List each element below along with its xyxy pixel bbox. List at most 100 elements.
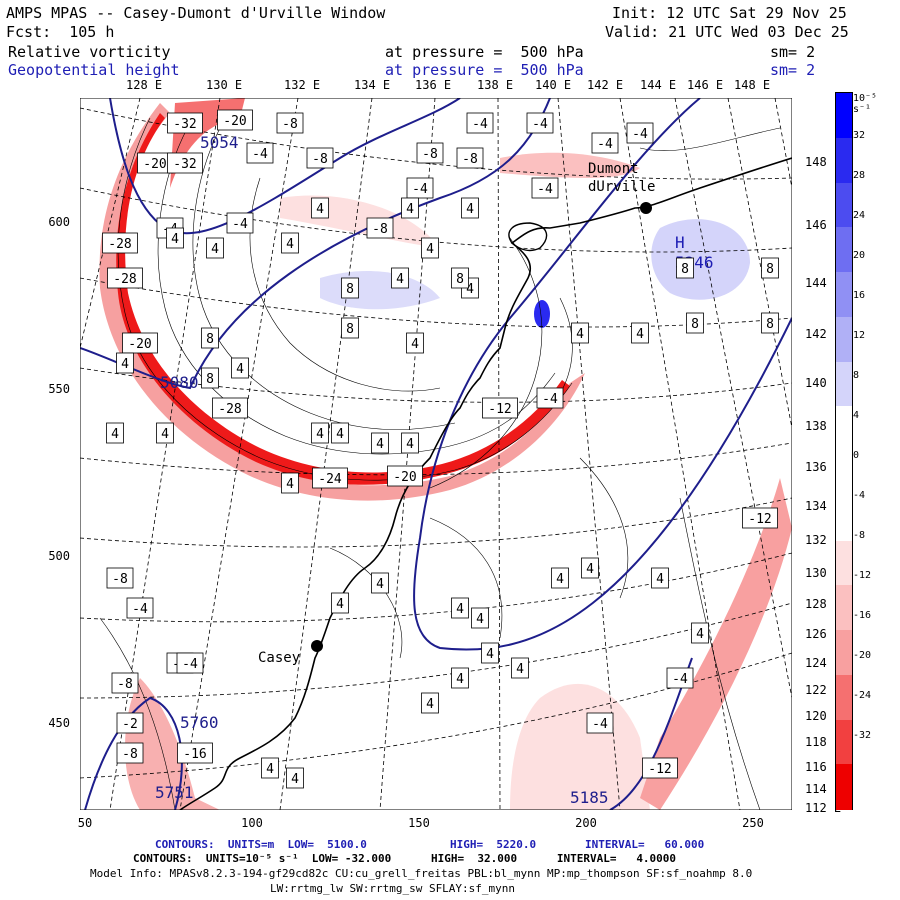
vort-contour xyxy=(579,457,629,599)
lon-label: 142 E xyxy=(587,78,624,92)
vorticity-label: 4 xyxy=(406,437,414,452)
vorticity-label-box xyxy=(371,572,389,594)
vorticity-label: -4 xyxy=(532,117,548,132)
vort-contour xyxy=(329,547,403,659)
vorticity-label-box xyxy=(311,197,329,219)
vorticity-label-box xyxy=(126,597,154,619)
vorticity-label: 4 xyxy=(336,597,344,612)
vorticity-label-box xyxy=(591,132,619,154)
coastline-ice-tongue xyxy=(508,222,548,252)
vorticity-label: 8 xyxy=(346,282,354,297)
vorticity-label-box xyxy=(116,712,144,734)
colorbar-label: 12 xyxy=(853,330,866,341)
colorbar-swatch xyxy=(836,93,852,139)
grid-line xyxy=(80,187,792,253)
vorticity-label: -8 xyxy=(117,677,133,692)
vorticity-label-box xyxy=(482,397,518,419)
vorticity-label: -4 xyxy=(252,147,268,162)
grid-line xyxy=(80,98,141,349)
vort-contour xyxy=(429,517,503,639)
vorticity-label: 4 xyxy=(696,627,704,642)
vorticity-label: -32 xyxy=(173,117,196,132)
vorticity-label: -20 xyxy=(393,470,416,485)
vorticity-label: 4 xyxy=(636,327,644,342)
colorbar-unit: 10⁻⁵ s⁻¹ xyxy=(853,93,878,115)
vorticity-label: -4 xyxy=(132,602,148,617)
colorbar-label: -4 xyxy=(853,490,866,501)
lon-label: 130 E xyxy=(206,78,243,92)
vorticity-label-box xyxy=(461,197,479,219)
colorbar-label: -20 xyxy=(853,650,872,661)
vorticity-label: 4 xyxy=(161,427,169,442)
footer-model-info-2: LW:rrtmg_lw SW:rrtmg_sw SFLAY:sf_mynn xyxy=(270,882,516,895)
grid-line xyxy=(727,98,792,429)
vorticity-label-box xyxy=(406,332,424,354)
colorbar-fill xyxy=(836,93,852,810)
vorticity-label-box xyxy=(281,232,299,254)
vorticity-label: -4 xyxy=(537,182,553,197)
x-tick: 50 xyxy=(77,816,93,830)
height-label: 5185 xyxy=(570,788,609,807)
field1-level: at pressure = 500 hPa xyxy=(385,43,584,61)
forecast-hour: Fcst: 105 h xyxy=(6,23,115,41)
colorbar-label: -32 xyxy=(853,730,872,741)
colorbar-swatch xyxy=(836,540,852,586)
vorticity-label: 4 xyxy=(316,202,324,217)
vorticity-label: 4 xyxy=(236,362,244,377)
label-dumont: Dumont dUrville xyxy=(588,161,655,195)
colorbar-swatch xyxy=(836,227,852,273)
init-time: Init: 12 UTC Sat 29 Nov 25 xyxy=(612,4,847,22)
plot-title: AMPS MPAS -- Casey-Dumont d'Urville Wind… xyxy=(6,4,386,22)
vorticity-label: 4 xyxy=(456,672,464,687)
vorticity-label-box xyxy=(691,622,709,644)
vorticity-label-box xyxy=(156,422,174,444)
grid-line xyxy=(279,98,373,810)
vorticity-label-box xyxy=(286,767,304,789)
grid-line xyxy=(80,602,792,699)
lat-label: 112 E xyxy=(805,801,842,815)
vorticity-label-box xyxy=(481,642,499,664)
vort-patch-ne xyxy=(500,152,640,178)
vorticity-label: -20 xyxy=(223,114,246,129)
vort-contour xyxy=(639,127,781,151)
vorticity-label: 4 xyxy=(211,242,219,257)
vorticity-label: 4 xyxy=(376,437,384,452)
vorticity-label: 4 xyxy=(426,697,434,712)
lat-label: 132 E xyxy=(805,533,842,547)
vorticity-label-box xyxy=(206,237,224,259)
vort-contour xyxy=(429,237,543,489)
colorbar-swatch xyxy=(836,182,852,228)
lon-label: 146 E xyxy=(687,78,724,92)
y-tick: 500 xyxy=(48,549,70,563)
lon-label: 138 E xyxy=(477,78,514,92)
vorticity-label: -8 xyxy=(122,747,138,762)
grid-line xyxy=(80,442,792,476)
height-label: 5760 xyxy=(180,713,219,732)
lat-label: 136 E xyxy=(805,460,842,474)
vorticity-label: 8 xyxy=(346,322,354,337)
lon-label: 128 E xyxy=(126,78,163,92)
field2-name: Geopotential height xyxy=(8,61,180,79)
vorticity-label-box xyxy=(201,367,219,389)
y-tick: 600 xyxy=(48,215,70,229)
lat-label: 144 E xyxy=(805,276,842,290)
vorticity-label: 4 xyxy=(411,337,419,352)
height-contour xyxy=(80,98,551,390)
colorbar-swatch xyxy=(836,630,852,676)
grid-line xyxy=(80,652,792,779)
vorticity-label: 4 xyxy=(426,242,434,257)
colorbar-label: -16 xyxy=(853,610,872,621)
vorticity-label-box xyxy=(371,432,389,454)
vorticity-label-box xyxy=(102,232,138,254)
vorticity-label-box xyxy=(551,567,569,589)
vorticity-label: 4 xyxy=(121,357,129,372)
vorticity-label: -4 xyxy=(232,217,248,232)
vorticity-label: -20 xyxy=(128,337,151,352)
vort-band-east xyxy=(640,478,792,810)
grid-line xyxy=(80,552,792,623)
vorticity-label: 4 xyxy=(291,772,299,787)
colorbar xyxy=(835,92,853,810)
vorticity-label-box xyxy=(116,742,144,764)
colorbar-label: 20 xyxy=(853,250,866,261)
colorbar-label: 32 xyxy=(853,130,866,141)
